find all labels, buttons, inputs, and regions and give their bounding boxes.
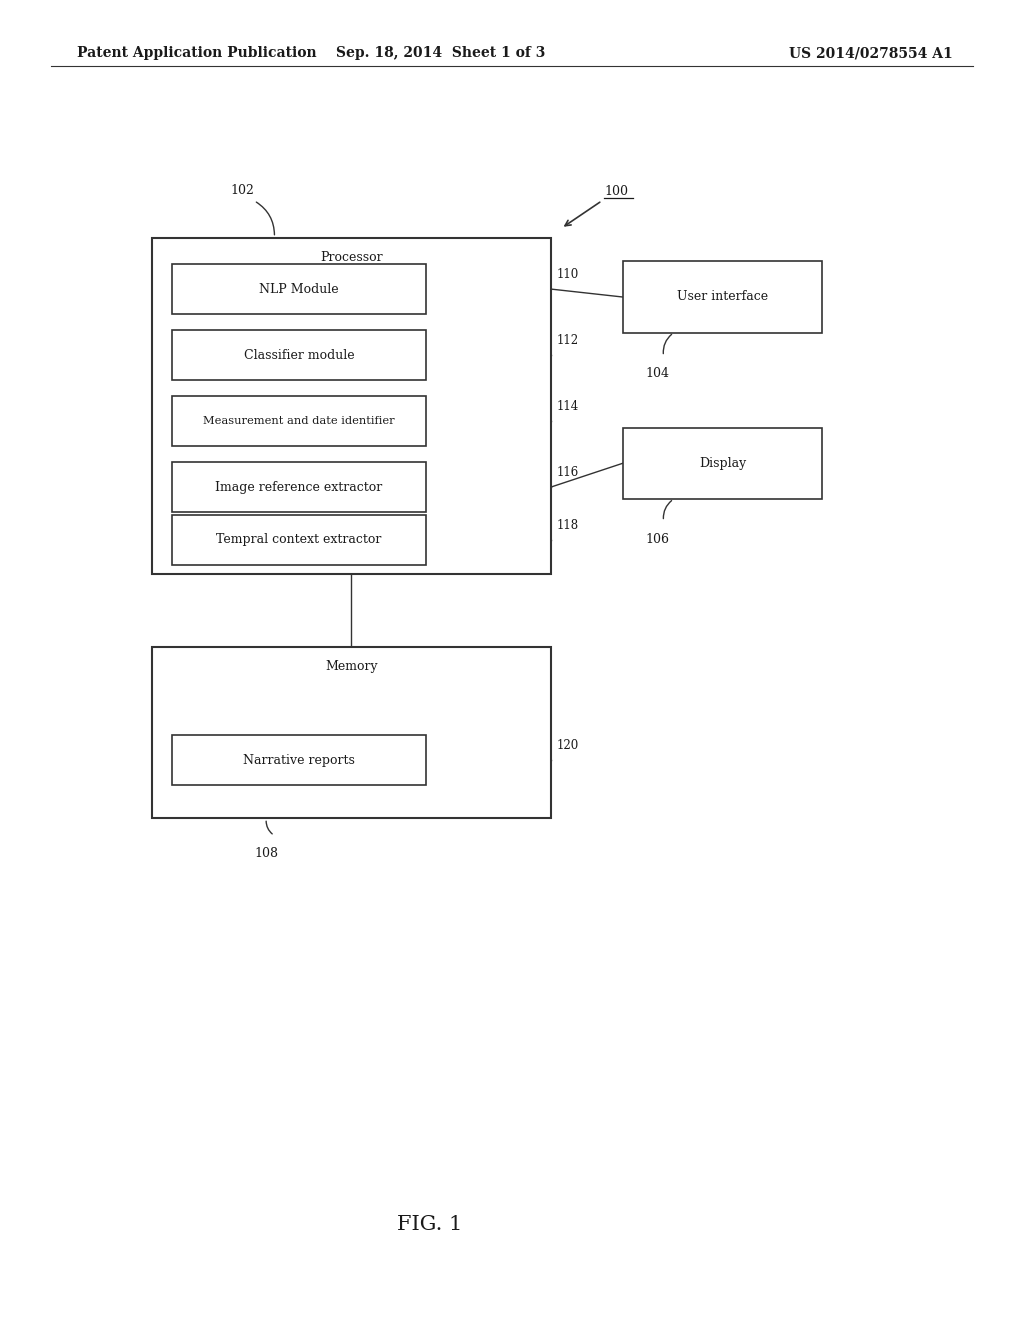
Text: NLP Module: NLP Module <box>259 282 339 296</box>
Text: FIG. 1: FIG. 1 <box>397 1216 463 1234</box>
Text: User interface: User interface <box>677 290 768 304</box>
Text: 118: 118 <box>557 519 580 532</box>
Text: Patent Application Publication: Patent Application Publication <box>77 46 316 61</box>
Text: Memory: Memory <box>325 660 378 673</box>
FancyBboxPatch shape <box>172 735 426 785</box>
FancyBboxPatch shape <box>172 396 426 446</box>
Text: 108: 108 <box>254 847 278 861</box>
FancyBboxPatch shape <box>172 462 426 512</box>
Text: Processor: Processor <box>319 251 383 264</box>
Text: Classifier module: Classifier module <box>244 348 354 362</box>
Text: 112: 112 <box>557 334 580 347</box>
Text: 110: 110 <box>557 268 580 281</box>
Text: Image reference extractor: Image reference extractor <box>215 480 383 494</box>
FancyBboxPatch shape <box>172 264 426 314</box>
Text: 102: 102 <box>230 183 254 197</box>
FancyBboxPatch shape <box>172 515 426 565</box>
Text: 100: 100 <box>604 185 628 198</box>
FancyBboxPatch shape <box>623 261 822 333</box>
Text: US 2014/0278554 A1: US 2014/0278554 A1 <box>788 46 952 61</box>
FancyBboxPatch shape <box>152 238 551 574</box>
Text: 104: 104 <box>645 367 669 380</box>
Text: Sep. 18, 2014  Sheet 1 of 3: Sep. 18, 2014 Sheet 1 of 3 <box>336 46 545 61</box>
Text: 106: 106 <box>645 533 669 546</box>
Text: 114: 114 <box>557 400 580 413</box>
FancyBboxPatch shape <box>623 428 822 499</box>
Text: 116: 116 <box>557 466 580 479</box>
Text: Display: Display <box>698 457 746 470</box>
Text: Narrative reports: Narrative reports <box>243 754 355 767</box>
FancyBboxPatch shape <box>172 330 426 380</box>
Text: Measurement and date identifier: Measurement and date identifier <box>203 416 395 426</box>
FancyBboxPatch shape <box>152 647 551 818</box>
Text: 120: 120 <box>557 739 580 752</box>
Text: Tempral context extractor: Tempral context extractor <box>216 533 382 546</box>
